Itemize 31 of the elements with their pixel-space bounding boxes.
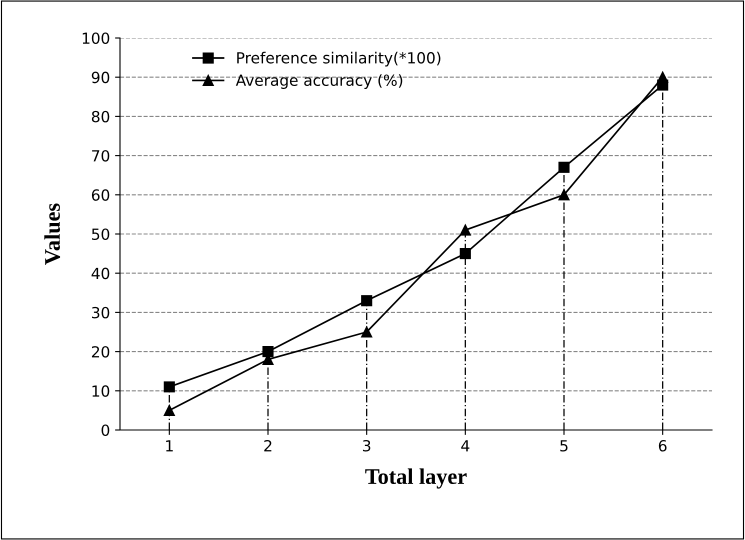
y-tick-label: 50 [92,228,110,240]
x-tick-label: 2 [264,440,272,452]
y-tick-label: 60 [92,189,110,201]
y-tick-label: 100 [82,32,110,44]
point [460,248,471,260]
legend-label: Preference similarity(*100) [237,52,440,67]
y-tick-label: 40 [92,268,110,280]
x-tick-label: 3 [362,440,370,452]
y-tick-label: 0 [102,424,110,436]
x-tick-label: 4 [461,440,470,452]
y-tick-label: 70 [92,150,110,162]
x-tick-label: 5 [560,440,568,452]
y-tick-label: 10 [92,385,110,397]
point [361,326,372,338]
legend-label: Average accuracy (%) [236,74,402,89]
x-tick-label: 6 [658,440,667,452]
y-tick-label: 90 [92,72,110,84]
point [262,346,274,358]
x-axis-title: Total layer [365,468,467,489]
x-tick-label: 1 [166,440,173,452]
point [164,404,175,416]
point [558,189,570,200]
y-tick-label: 80 [92,110,110,122]
point [657,72,668,83]
point [460,224,471,236]
point [164,381,175,392]
y-tick-label: 20 [92,346,110,358]
point [558,162,570,173]
y-axis-title: Values [44,203,60,265]
y-tick-label: 30 [92,306,110,318]
point [361,295,372,306]
